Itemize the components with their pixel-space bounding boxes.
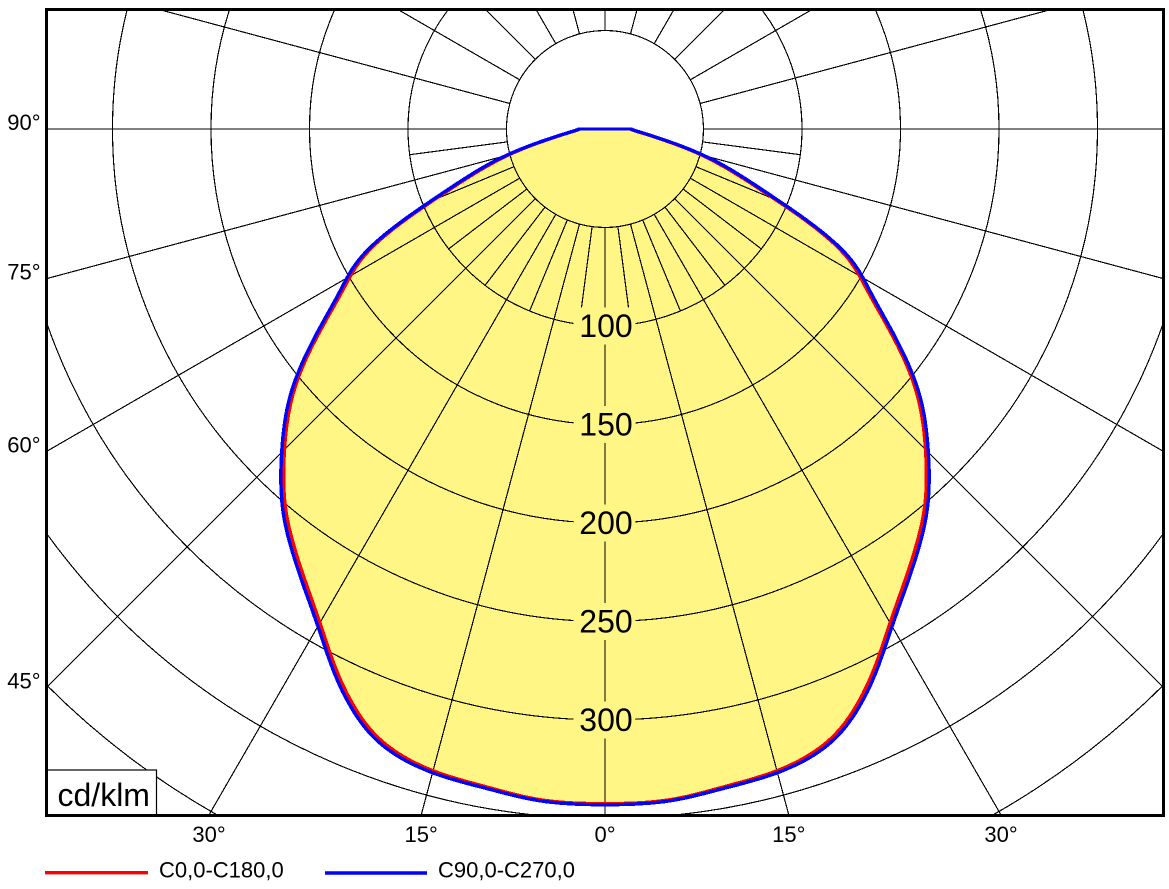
- svg-text:90°: 90°: [7, 110, 40, 135]
- svg-text:C90,0-C270,0: C90,0-C270,0: [438, 858, 575, 883]
- svg-text:C0,0-C180,0: C0,0-C180,0: [159, 858, 284, 883]
- svg-text:30°: 30°: [984, 822, 1017, 847]
- svg-text:150: 150: [579, 407, 632, 443]
- svg-text:200: 200: [579, 505, 632, 541]
- svg-text:300: 300: [579, 702, 632, 738]
- svg-text:30°: 30°: [192, 822, 225, 847]
- svg-text:60°: 60°: [7, 433, 40, 458]
- svg-text:15°: 15°: [405, 822, 438, 847]
- svg-text:cd/klm: cd/klm: [58, 777, 150, 813]
- svg-text:100: 100: [579, 308, 632, 344]
- svg-text:250: 250: [579, 604, 632, 640]
- svg-text:45°: 45°: [7, 669, 40, 694]
- svg-text:75°: 75°: [7, 260, 40, 285]
- svg-text:0°: 0°: [594, 822, 615, 847]
- svg-text:15°: 15°: [772, 822, 805, 847]
